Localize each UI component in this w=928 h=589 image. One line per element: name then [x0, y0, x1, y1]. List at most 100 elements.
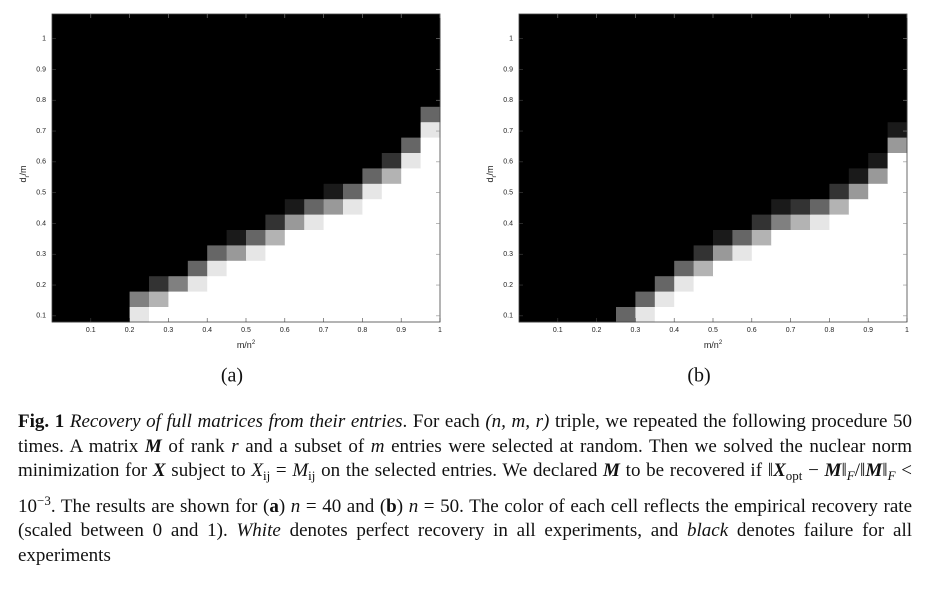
heatmap-cell [790, 245, 811, 261]
heatmap-cell [265, 168, 286, 184]
heatmap-cell [519, 229, 539, 246]
heatmap-cell [538, 91, 559, 107]
heatmap-cell [362, 29, 383, 46]
heatmap-cell [129, 91, 150, 107]
heatmap-cell [362, 214, 383, 230]
heatmap-cell [207, 121, 227, 138]
heatmap-cell [751, 229, 772, 246]
heatmap-cell [596, 44, 617, 61]
heatmap-cell [168, 44, 189, 61]
caption-segment: Fig. 1 [18, 411, 65, 432]
heatmap-cell [362, 291, 383, 307]
heatmap-cell [713, 106, 733, 123]
heatmap-cell [635, 137, 656, 153]
heatmap-cell [284, 260, 305, 277]
x-tick-label: 0.5 [241, 327, 251, 334]
heatmap-cell [265, 245, 286, 261]
heatmap-cell [149, 245, 169, 261]
heatmap-cell [674, 60, 694, 76]
heatmap-cell [381, 291, 402, 307]
heatmap-cell [771, 91, 791, 107]
heatmap-cell [420, 229, 441, 246]
heatmap-cell [693, 168, 714, 184]
heatmap-cell [323, 291, 344, 307]
heatmap-cell [635, 245, 656, 261]
heatmap-cell [129, 229, 150, 246]
heatmap-cell [187, 214, 208, 230]
heatmap-cell [246, 137, 266, 153]
heatmap-cell [693, 229, 714, 246]
heatmap-cell [226, 198, 247, 215]
y-axis-label-text: /m [485, 165, 495, 175]
heatmap-cell [52, 275, 72, 292]
subfigure-label: (a) [221, 365, 243, 387]
heatmap-cell [265, 229, 286, 246]
heatmap-cell [577, 91, 597, 107]
heatmap-cell [732, 245, 753, 261]
heatmap-cell [381, 306, 402, 323]
heatmap-cell [71, 60, 92, 76]
heatmap-cell [577, 152, 597, 169]
heatmap-cell [149, 29, 169, 46]
heatmap-cell [90, 152, 111, 169]
heatmap-cell [732, 137, 753, 153]
heatmap-cell [790, 291, 811, 307]
heatmap-cell [381, 198, 402, 215]
heatmap-cell [810, 168, 830, 184]
heatmap-cell [577, 29, 597, 46]
heatmap-cell [420, 137, 441, 153]
heatmap-cell [829, 275, 850, 292]
heatmap-cell [90, 245, 111, 261]
heatmap-cell [304, 260, 324, 277]
heatmap-cell [187, 106, 208, 123]
heatmap-cell [887, 91, 908, 107]
heatmap-cell [713, 183, 733, 200]
heatmap-cell [149, 306, 169, 323]
caption-segment: M [144, 435, 162, 457]
heatmap-cell [887, 306, 908, 323]
heatmap-cell [771, 198, 791, 215]
heatmap-cell [401, 291, 421, 307]
heatmap-cell [343, 198, 363, 215]
subfigure-label: (b) [687, 365, 710, 387]
heatmap-cell [732, 152, 753, 169]
heatmap-cell [616, 214, 636, 230]
heatmap-cell [149, 198, 169, 215]
heatmap-cell [732, 214, 753, 230]
caption-segment: and a subset of [238, 435, 371, 457]
heatmap-cell [149, 137, 169, 153]
heatmap-cell [381, 91, 402, 107]
heatmap-cell [790, 306, 811, 323]
heatmap-cell [829, 229, 850, 246]
heatmap-cell [810, 214, 830, 230]
heatmap-cell [829, 14, 850, 30]
heatmap-cell [323, 168, 344, 184]
heatmap-cell [616, 152, 636, 169]
heatmap-cell [829, 121, 850, 138]
heatmap-cell [635, 229, 656, 246]
heatmap-cell [693, 121, 714, 138]
heatmap-cell [110, 121, 130, 138]
heatmap-cell [420, 214, 441, 230]
heatmap-cell [538, 137, 559, 153]
heatmap-cell [420, 29, 441, 46]
heatmap-cell [674, 260, 694, 277]
heatmap-cell [226, 168, 247, 184]
heatmap-cell [343, 14, 363, 30]
heatmap-cell [207, 275, 227, 292]
heatmap-cell [129, 60, 150, 76]
heatmap-cell [887, 75, 908, 92]
heatmap-cell [149, 291, 169, 307]
heatmap-cell [381, 275, 402, 292]
heatmap-cell [401, 121, 421, 138]
heatmap-cell [790, 121, 811, 138]
heatmap-cell [401, 245, 421, 261]
heatmap-cell [829, 152, 850, 169]
x-axis-label: m/n2 [704, 340, 723, 351]
heatmap-cell [616, 91, 636, 107]
caption-segment: ‖ [841, 460, 847, 481]
heatmap-cell [226, 306, 247, 323]
heatmap-cell [868, 260, 888, 277]
heatmap-cell [187, 275, 208, 292]
heatmap-cell [596, 60, 617, 76]
